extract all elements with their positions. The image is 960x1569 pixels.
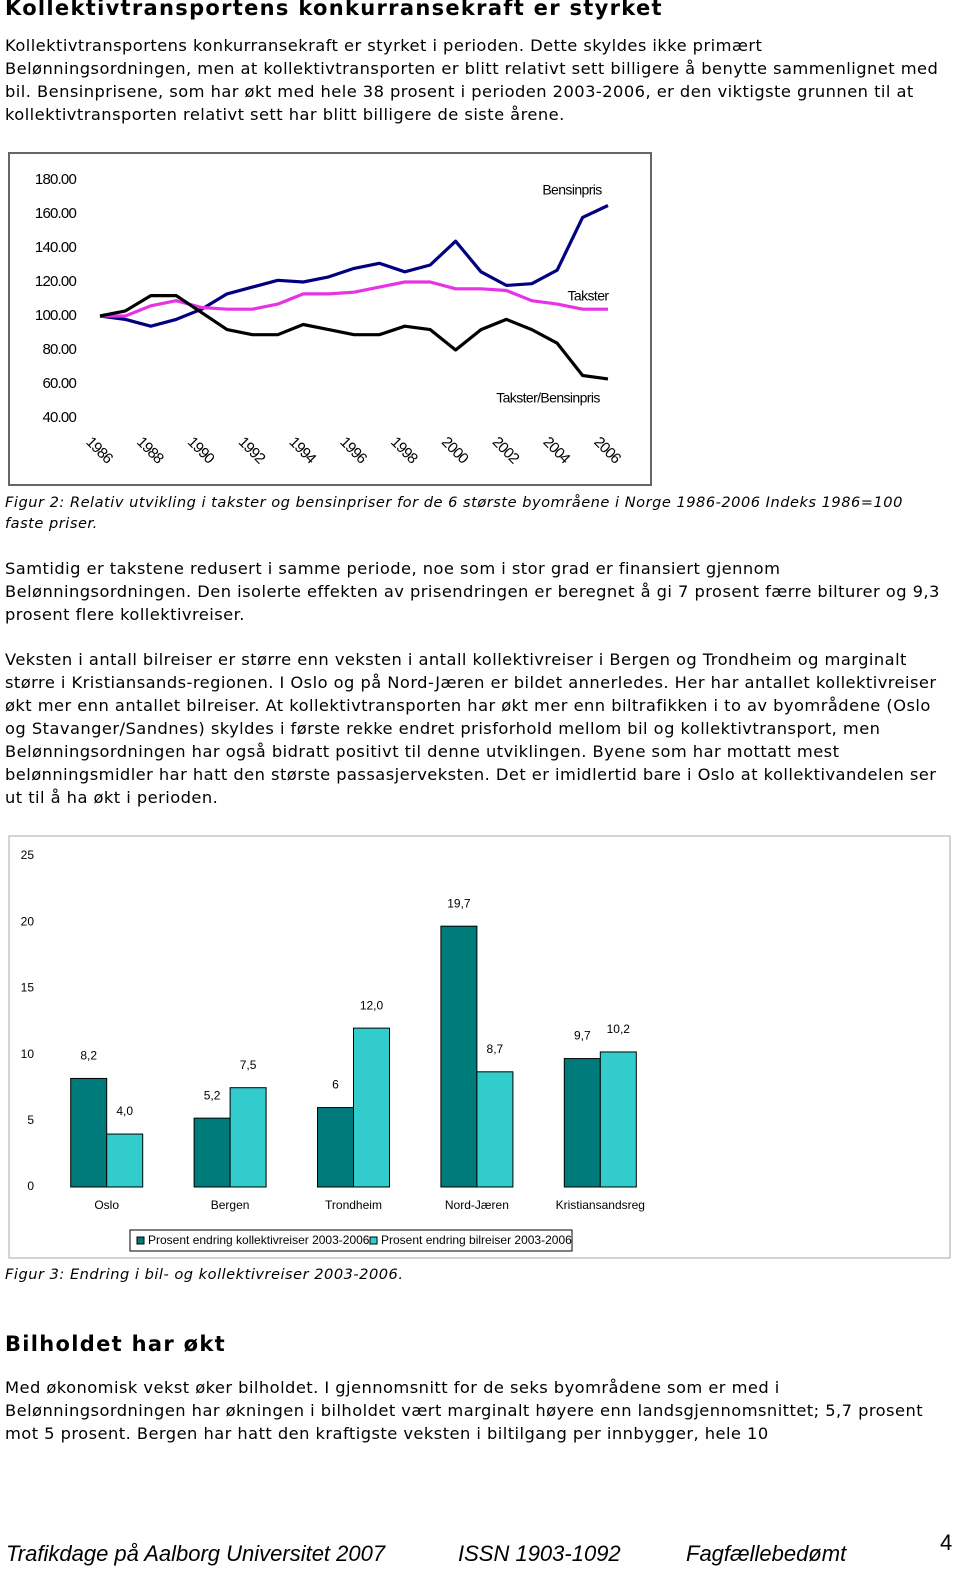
- x-tick-label: Trondheim: [325, 1198, 382, 1212]
- value-label: 7,5: [240, 1058, 257, 1072]
- x-tick-label: Nord-Jæren: [445, 1198, 509, 1212]
- y-tick-label: 10: [21, 1047, 35, 1061]
- chart-frame: [8, 152, 652, 486]
- series-label: Takster/Bensinpris: [496, 390, 600, 406]
- bar: [70, 1077, 108, 1188]
- y-tick-label: 15: [21, 981, 35, 995]
- y-tick-label: 120.00: [35, 273, 77, 290]
- y-tick-label: 60.00: [42, 375, 76, 392]
- bar: [353, 1027, 390, 1188]
- x-tick-label: Oslo: [94, 1198, 119, 1212]
- page-number: 4: [940, 1530, 953, 1555]
- bar-chart: 0 5 10 15 20 25 Oslo Bergen Trondheim Nord-Jæren K…: [8, 835, 951, 1259]
- y-tick-label: 5: [27, 1113, 34, 1127]
- chart-frame: [8, 835, 951, 1259]
- value-label: 4,0: [116, 1104, 133, 1118]
- series-line: [99, 294, 609, 381]
- value-label: 6: [332, 1078, 339, 1092]
- series-line: [99, 204, 609, 328]
- y-tick-label: 100.00: [35, 307, 77, 324]
- x-tick-label: Kristiansandsreg: [556, 1198, 645, 1212]
- value-label: 10,2: [607, 1022, 631, 1036]
- bar: [476, 1071, 514, 1188]
- paragraph: Samtidig er takstene redusert i samme pe…: [5, 559, 940, 624]
- value-label: 12,0: [360, 998, 384, 1012]
- legend-label: Prosent endring kollektivreiser 2003-200…: [148, 1233, 370, 1247]
- figure-caption: Figur 3: Endring i bil- og kollektivreis…: [5, 1266, 404, 1283]
- figure-caption: Figur 2: Relativ utvikling i takster og …: [5, 494, 903, 532]
- paragraph: Kollektivtransportens konkurransekraft e…: [5, 36, 939, 124]
- paragraph: Med økonomisk vekst øker bilholdet. I gj…: [5, 1378, 924, 1443]
- bar: [317, 1107, 354, 1188]
- y-tick-label: 160.00: [35, 205, 77, 222]
- bar: [599, 1051, 637, 1188]
- series-label: Takster: [568, 288, 610, 304]
- legend-frame: [129, 1229, 573, 1252]
- y-tick-label: 80.00: [42, 341, 76, 358]
- series-line: [100, 280, 608, 318]
- x-tick-label: 2006: [590, 434, 624, 468]
- value-label: 8,2: [80, 1049, 97, 1063]
- bar: [106, 1133, 144, 1188]
- y-tick-label: 20: [21, 914, 35, 928]
- x-tick-label: 2000: [438, 434, 472, 468]
- x-tick-label: 1992: [235, 434, 269, 468]
- x-tick-label: 1988: [133, 434, 167, 468]
- line-chart: 180.00 160.00 140.00 120.00 100.00 80.00 60.00…: [8, 152, 652, 486]
- value-label: 9,7: [574, 1029, 591, 1043]
- x-tick-label: Bergen: [211, 1198, 250, 1212]
- x-tick-label: 2002: [489, 434, 523, 468]
- bar: [563, 1058, 601, 1188]
- bar: [193, 1117, 231, 1188]
- value-label: 19,7: [447, 896, 471, 910]
- footer-text: ISSN 1903-1092: [458, 1541, 621, 1566]
- x-tick-label: 1996: [336, 434, 370, 468]
- footer-text: Trafikdage på Aalborg Universitet 2007: [6, 1541, 386, 1566]
- legend-swatch: [136, 1236, 145, 1245]
- x-tick-label: 1994: [286, 434, 320, 468]
- legend-label: Prosent endring bilreiser 2003-2006: [381, 1233, 572, 1247]
- y-tick-label: 0: [27, 1179, 34, 1193]
- legend-swatch: [369, 1236, 378, 1245]
- bar: [229, 1087, 267, 1188]
- footer-text: Fagfællebedømt: [686, 1541, 847, 1566]
- y-tick-label: 40.00: [42, 409, 76, 426]
- series-label: Bensinpris: [542, 182, 602, 198]
- bar: [440, 925, 478, 1188]
- x-tick-label: 2004: [540, 434, 574, 468]
- heading: Kollektivtransportens konkurransekraft e…: [5, 0, 663, 20]
- paragraph: Veksten i antall bilreiser er større enn…: [5, 650, 937, 807]
- x-tick-label: 1990: [184, 434, 218, 468]
- value-label: 8,7: [487, 1042, 504, 1056]
- y-tick-label: 180.00: [35, 171, 77, 188]
- x-tick-label: 1986: [82, 434, 116, 468]
- y-tick-label: 140.00: [35, 239, 77, 256]
- x-tick-label: 1998: [387, 434, 421, 468]
- y-tick-label: 25: [21, 848, 35, 862]
- heading: Bilholdet har økt: [5, 1332, 226, 1356]
- value-label: 5,2: [204, 1088, 221, 1102]
